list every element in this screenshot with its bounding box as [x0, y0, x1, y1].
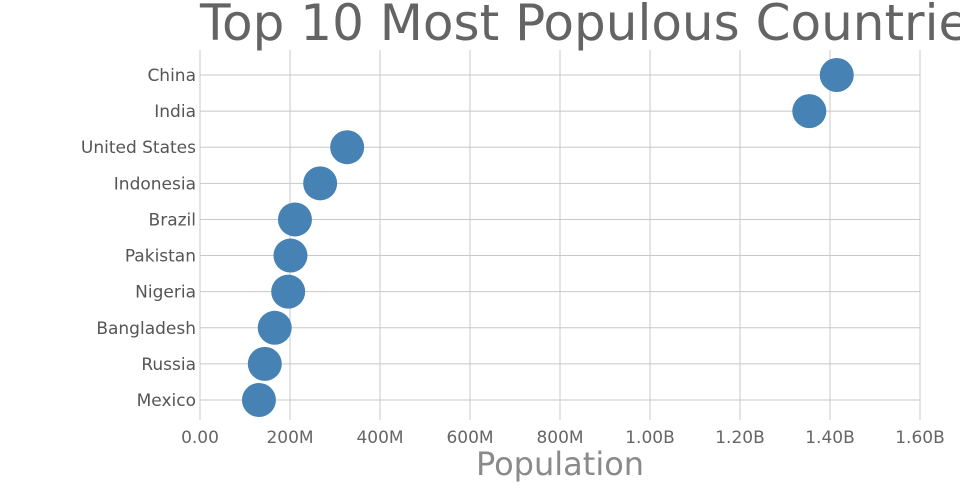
x-tick-label: 800M [536, 428, 583, 448]
data-point[interactable] [273, 238, 308, 273]
x-tick-labels: 0.00 200M 400M 600M 800M 1.00B 1.20B 1.40B 1.60B [181, 428, 945, 448]
category-label: Nigeria [135, 283, 196, 303]
data-point[interactable] [247, 346, 282, 381]
category-label: Mexico [137, 391, 196, 411]
chart-title: Top 10 Most Populous Countries [199, 0, 960, 52]
x-tick-label: 0.00 [181, 428, 219, 448]
x-tick-label: 600M [446, 428, 493, 448]
category-label: United States [81, 138, 196, 158]
x-tick-label: 1.00B [625, 428, 675, 448]
x-tick-label: 400M [356, 428, 403, 448]
x-tick-label: 1.40B [805, 428, 855, 448]
data-point[interactable] [303, 166, 338, 201]
data-points [241, 58, 854, 417]
category-label: India [154, 102, 196, 122]
data-point[interactable] [330, 130, 365, 165]
x-axis-label: Population [476, 445, 644, 483]
data-point[interactable] [792, 94, 827, 129]
category-label: China [147, 66, 196, 86]
data-point[interactable] [271, 274, 306, 309]
gridlines [199, 50, 921, 420]
data-point[interactable] [257, 310, 292, 345]
x-tick-label: 1.20B [715, 428, 765, 448]
data-point[interactable] [819, 58, 854, 92]
x-tick-label: 1.60B [895, 428, 945, 448]
data-point[interactable] [277, 202, 312, 237]
category-label: Russia [141, 355, 196, 375]
category-label: Pakistan [125, 247, 196, 267]
category-label: Brazil [149, 210, 196, 230]
x-tick-label: 200M [266, 428, 313, 448]
category-label: Bangladesh [96, 319, 196, 339]
category-label: Indonesia [114, 174, 196, 194]
category-labels: China India United States Indonesia Brazil Pa… [81, 66, 196, 411]
data-point[interactable] [241, 383, 276, 417]
